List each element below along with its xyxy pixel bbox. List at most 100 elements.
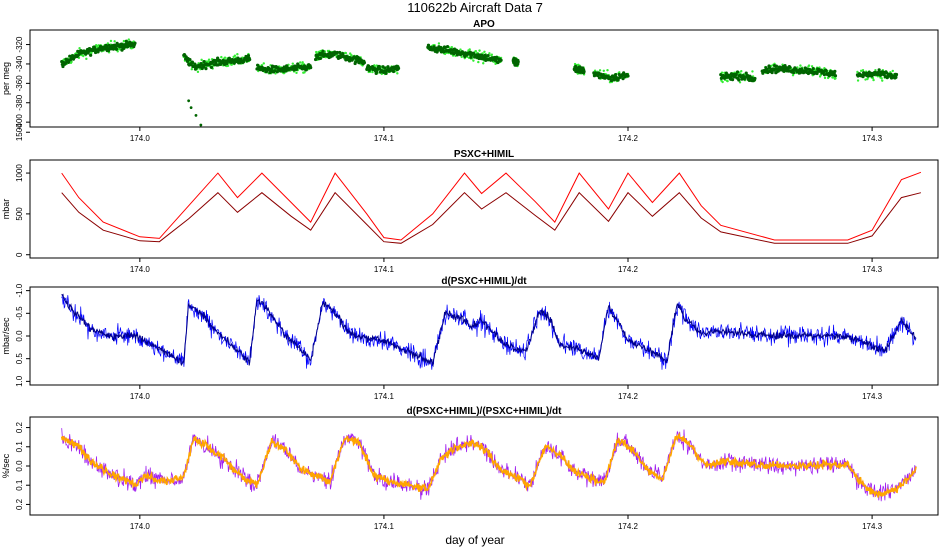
apo-point-light [740, 70, 743, 73]
apo-point-light [770, 64, 773, 68]
apo-point [185, 59, 190, 64]
apo-point [833, 69, 837, 73]
apo-point-light [207, 58, 211, 61]
y-tick-label: 0.2 [15, 421, 24, 433]
apo-outlier [199, 123, 203, 127]
apo-point [246, 54, 251, 58]
apo-point [273, 69, 277, 73]
apo-point [193, 62, 197, 66]
plot-area [61, 293, 917, 370]
x-tick-label: 174.1 [374, 522, 395, 531]
apo-point [737, 78, 741, 82]
deriv-line-light [61, 295, 917, 370]
apo-point [281, 69, 286, 73]
apo-point-light [482, 62, 485, 65]
apo-point-light [233, 54, 237, 57]
apo-point [270, 67, 274, 71]
apo-point-light [751, 70, 754, 73]
apo-point-light [236, 52, 239, 56]
apo-point-light [303, 71, 306, 74]
apo-point [204, 67, 208, 71]
apo-point-light [319, 49, 322, 53]
apo-point [123, 45, 127, 49]
apo-point [626, 74, 630, 78]
apo-point [443, 45, 447, 50]
apo-point-light [807, 64, 811, 67]
apo-outlier [189, 106, 193, 109]
apo-point-light [437, 42, 441, 45]
apo-point-light [78, 47, 81, 50]
apo-point-light [226, 64, 230, 67]
y-tick-label: -0.5 [15, 306, 24, 320]
apo-point [344, 54, 349, 58]
frac-line-orange [60, 432, 917, 498]
x-tick-label: 174.1 [374, 392, 395, 401]
y-tick-label: 0.1 [15, 441, 24, 453]
apo-point-light [478, 49, 481, 52]
y-tick-label: -360 [15, 75, 24, 92]
apo-point [744, 71, 748, 75]
apo-point-light [450, 45, 454, 49]
apo-point-light [738, 81, 742, 84]
panel-title: d(PSXC+HIMIL)/(PSXC+HIMIL)/dt [407, 406, 563, 417]
apo-point-light [871, 76, 875, 80]
y-tick-label: 0.0 [15, 460, 24, 472]
apo-point-light [881, 79, 884, 82]
apo-point-light [350, 54, 353, 57]
apo-point-light [618, 71, 621, 74]
apo-point-light [799, 64, 802, 67]
apo-point [824, 69, 828, 73]
plot-area [60, 428, 917, 502]
panel-frame [29, 29, 939, 128]
x-tick-label: 174.0 [130, 392, 151, 401]
apo-point [217, 58, 222, 62]
apo-point [499, 58, 503, 62]
apo-point [730, 78, 735, 82]
apo-point [341, 51, 345, 56]
x-tick-label: 174.1 [374, 265, 395, 274]
panel-title: PSXC+HIMIL [454, 149, 514, 160]
x-tick-label: 174.1 [374, 134, 395, 143]
panel-2: PSXC+HIMIL 174.0 174.1 174.2 174.3 0 500 1000 15… [1, 123, 939, 274]
psxc-line-1 [61, 171, 922, 241]
x-axis-label: day of year [445, 533, 504, 547]
apo-point [445, 45, 450, 49]
apo-point [391, 69, 396, 74]
panel-4: d(PSXC+HIMIL)/(PSXC+HIMIL)/dt 174.0 174.1 1… [1, 406, 939, 531]
apo-point-light [396, 72, 399, 75]
x-tick-label: 174.0 [130, 522, 151, 531]
apo-point-light [262, 62, 265, 65]
y-axis-label: per meg [1, 62, 11, 95]
apo-point [582, 69, 586, 74]
apo-point [209, 65, 214, 70]
apo-point-light [721, 80, 724, 84]
y-axis-label: mbar/sec [1, 317, 11, 355]
apo-point [597, 76, 602, 80]
x-tick-label: 174.2 [618, 265, 639, 274]
apo-point-light [602, 69, 605, 72]
y-tick-label: -400 [15, 114, 24, 131]
panel-title: APO [473, 19, 495, 30]
apo-point-light [295, 71, 298, 75]
apo-point [188, 58, 192, 62]
apo-point-light [726, 79, 729, 83]
apo-point [735, 70, 740, 74]
apo-point [106, 49, 111, 53]
apo-point-light [460, 55, 463, 59]
apo-point [894, 72, 899, 77]
y-tick-label: -380 [15, 94, 24, 111]
plot-area [60, 38, 899, 127]
apo-point [202, 60, 206, 64]
psxc-line-2 [61, 191, 922, 244]
apo-point-light [488, 52, 491, 55]
y-tick-label: 1.0 [15, 375, 24, 387]
frac-line-purple [61, 428, 917, 502]
apo-point [248, 57, 252, 62]
apo-point [610, 78, 614, 82]
apo-point [724, 71, 728, 75]
x-tick-label: 174.2 [618, 522, 639, 531]
apo-point [294, 67, 299, 71]
apo-point [190, 60, 194, 64]
apo-point [302, 64, 307, 68]
apo-point [770, 70, 774, 75]
